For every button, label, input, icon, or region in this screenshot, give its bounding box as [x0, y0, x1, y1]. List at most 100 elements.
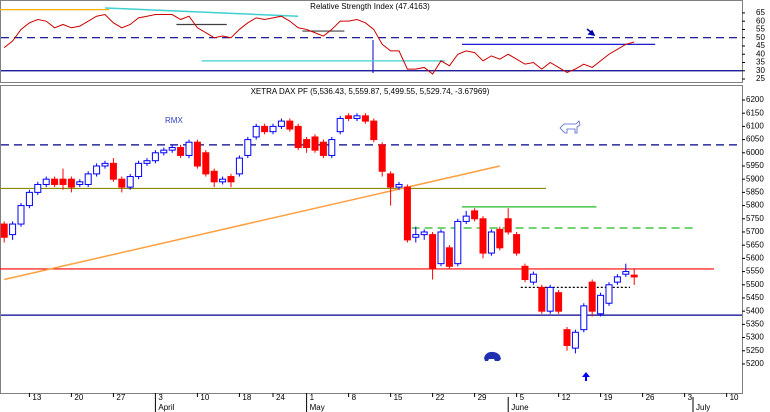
candle-body — [445, 247, 453, 267]
x-tick-label: 5 — [520, 393, 525, 402]
candle-body — [160, 149, 168, 154]
y-tick-label: 6100 — [746, 121, 764, 130]
y-tick-label: 5400 — [746, 306, 764, 315]
candle-body — [546, 286, 554, 312]
y-tick-label: 50 — [756, 33, 765, 42]
y-tick-label: 5850 — [746, 187, 764, 196]
y-tick-label: 5450 — [746, 293, 764, 302]
y-tick-label: 5600 — [746, 253, 764, 262]
month-label: May — [310, 403, 325, 412]
x-tick-label: 10 — [730, 393, 739, 402]
candle-body — [471, 210, 479, 220]
candle-body — [630, 274, 638, 278]
candle-body — [353, 115, 361, 119]
down-arrow — [586, 28, 596, 37]
y-tick-label: 5650 — [746, 240, 764, 249]
candle-body — [538, 286, 546, 312]
candle-body — [269, 125, 277, 133]
annotation: RMX — [165, 116, 183, 125]
candle-body — [521, 265, 529, 280]
x-tick-label: 24 — [276, 393, 285, 402]
y-tick-label: 45 — [756, 41, 765, 50]
candle-body — [261, 125, 269, 133]
x-tick-label: 19 — [604, 393, 613, 402]
candle-body — [252, 125, 260, 138]
x-tick-label: 3 — [158, 393, 163, 402]
rsi-title: Relative Strength Index (47.4163) — [310, 2, 430, 11]
candle-body — [370, 120, 378, 141]
candle-body — [126, 176, 134, 188]
candle-body — [462, 215, 470, 222]
x-tick-label: 18 — [242, 393, 251, 402]
candle-body — [303, 139, 311, 149]
rsi-line — [3, 14, 635, 75]
x-tick-label: 10 — [200, 393, 209, 402]
candle-body — [345, 115, 353, 119]
trend-line — [104, 7, 299, 17]
candle-body — [588, 281, 596, 312]
x-tick-label: 27 — [116, 393, 125, 402]
y-tick-label: 60 — [756, 16, 765, 25]
rsi-frame — [0, 0, 743, 83]
candle-body — [42, 178, 50, 185]
candle-body — [219, 178, 227, 183]
trend-line — [4, 165, 500, 281]
y-tick-label: 5250 — [746, 346, 764, 355]
candle-body — [454, 220, 462, 265]
y-tick-label: 6050 — [746, 135, 764, 144]
candle-body — [67, 178, 75, 188]
candle-body — [34, 183, 42, 193]
price-frame — [0, 85, 743, 394]
candle-body — [378, 144, 386, 172]
candle-body — [185, 141, 193, 156]
candle-body — [202, 152, 210, 175]
candle-body — [563, 329, 571, 346]
price-title: XETRA DAX PF (5,536.43, 5,559.87, 5,499.… — [251, 87, 490, 96]
y-tick-label: 5750 — [746, 214, 764, 223]
y-tick-label: 5500 — [746, 280, 764, 289]
candle-body — [109, 162, 117, 180]
candle-body — [101, 162, 109, 167]
x-tick-label: 29 — [478, 393, 487, 402]
candle-body — [118, 178, 126, 188]
candle-body — [496, 228, 504, 249]
candle-body — [151, 152, 159, 162]
candle-body — [328, 139, 336, 156]
y-tick-label: 30 — [756, 66, 765, 75]
candle-body — [361, 115, 369, 122]
candle-body — [387, 173, 395, 188]
y-tick-label: 6000 — [746, 148, 764, 157]
candle-body — [9, 223, 17, 236]
y-tick-label: 5200 — [746, 359, 764, 368]
candle-body — [143, 160, 151, 164]
x-tick-label: 8 — [352, 393, 357, 402]
candle-body — [168, 147, 176, 151]
candle-body — [395, 183, 403, 188]
bear-icon — [484, 351, 501, 361]
candle-body — [613, 276, 621, 283]
candle-body — [286, 120, 294, 130]
candle-body — [529, 273, 537, 283]
y-tick-label: 5950 — [746, 161, 764, 170]
x-tick-label: 1 — [310, 393, 315, 402]
candle-body — [605, 284, 613, 304]
y-tick-label: 5300 — [746, 333, 764, 342]
candle-body — [437, 231, 445, 265]
y-tick-label: 25 — [756, 74, 765, 83]
candle-body — [235, 157, 243, 175]
y-tick-label: 5900 — [746, 174, 764, 183]
candle-body — [622, 271, 630, 275]
candle-body — [84, 173, 92, 185]
candle-body — [555, 292, 563, 312]
x-tick-label: 26 — [646, 393, 655, 402]
y-tick-label: 6200 — [746, 95, 764, 104]
candle-body — [25, 191, 33, 207]
candle-body — [17, 205, 25, 225]
candle-body — [210, 170, 218, 183]
candle-body — [51, 178, 59, 185]
y-tick-label: 5800 — [746, 201, 764, 210]
y-tick-label: 6150 — [746, 108, 764, 117]
y-tick-label: 40 — [756, 49, 765, 58]
